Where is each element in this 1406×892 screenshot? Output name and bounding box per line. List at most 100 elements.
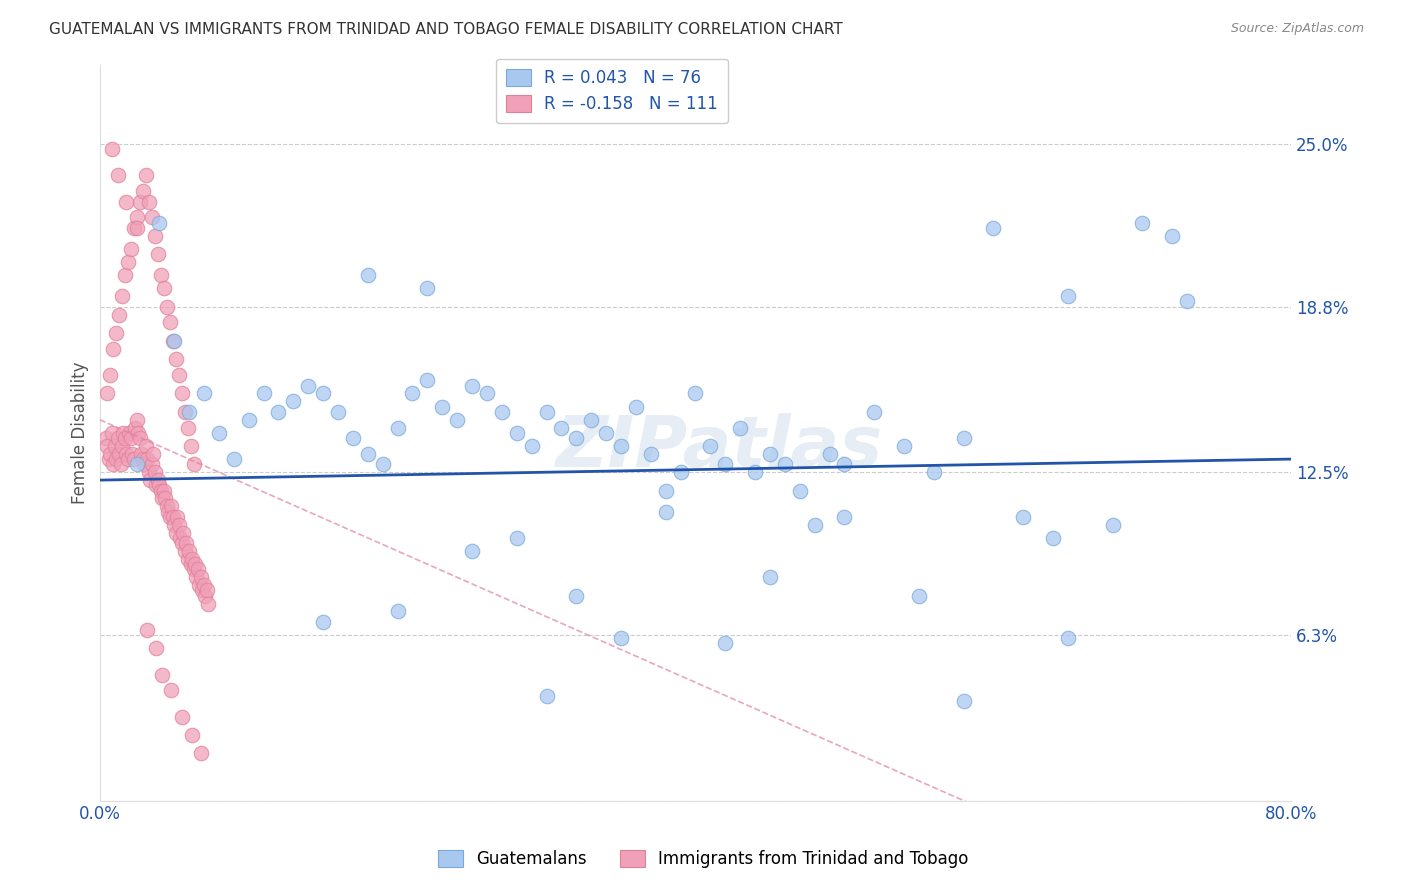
Point bbox=[172, 525, 194, 540]
Point bbox=[138, 194, 160, 209]
Text: Source: ZipAtlas.com: Source: ZipAtlas.com bbox=[1230, 22, 1364, 36]
Point bbox=[610, 631, 633, 645]
Point bbox=[125, 220, 148, 235]
Point bbox=[170, 536, 193, 550]
Point bbox=[124, 420, 146, 434]
Point bbox=[177, 405, 200, 419]
Point bbox=[170, 709, 193, 723]
Point bbox=[669, 465, 692, 479]
Point bbox=[581, 412, 603, 426]
Point bbox=[122, 220, 145, 235]
Point bbox=[506, 425, 529, 440]
Point bbox=[96, 439, 118, 453]
Y-axis label: Female Disability: Female Disability bbox=[72, 361, 89, 504]
Point bbox=[506, 531, 529, 545]
Point bbox=[208, 425, 231, 440]
Point bbox=[166, 509, 188, 524]
Point bbox=[150, 667, 173, 681]
Point bbox=[176, 552, 198, 566]
Point bbox=[190, 570, 212, 584]
Point bbox=[446, 412, 468, 426]
Point bbox=[536, 405, 558, 419]
Point bbox=[125, 211, 148, 225]
Legend: Guatemalans, Immigrants from Trinidad and Tobago: Guatemalans, Immigrants from Trinidad an… bbox=[430, 843, 976, 875]
Point bbox=[170, 386, 193, 401]
Point bbox=[118, 425, 141, 440]
Point bbox=[115, 447, 138, 461]
Point bbox=[110, 458, 132, 472]
Point bbox=[149, 268, 172, 282]
Point bbox=[183, 458, 205, 472]
Point bbox=[145, 641, 167, 656]
Point bbox=[159, 316, 181, 330]
Point bbox=[1130, 216, 1153, 230]
Point bbox=[98, 447, 121, 461]
Point bbox=[952, 694, 974, 708]
Point bbox=[127, 425, 149, 440]
Point bbox=[120, 242, 142, 256]
Point bbox=[187, 562, 209, 576]
Point bbox=[128, 431, 150, 445]
Point bbox=[98, 368, 121, 382]
Point bbox=[107, 169, 129, 183]
Point bbox=[536, 689, 558, 703]
Point bbox=[342, 431, 364, 445]
Text: GUATEMALAN VS IMMIGRANTS FROM TRINIDAD AND TOBAGO FEMALE DISABILITY CORRELATION : GUATEMALAN VS IMMIGRANTS FROM TRINIDAD A… bbox=[49, 22, 844, 37]
Point bbox=[94, 431, 117, 445]
Point bbox=[789, 483, 811, 498]
Point bbox=[190, 747, 212, 761]
Point bbox=[728, 420, 751, 434]
Point bbox=[117, 255, 139, 269]
Point bbox=[181, 728, 204, 742]
Text: ZIPatlas: ZIPatlas bbox=[555, 413, 883, 482]
Point bbox=[149, 483, 172, 498]
Point bbox=[96, 386, 118, 401]
Point bbox=[818, 447, 841, 461]
Point bbox=[115, 194, 138, 209]
Point bbox=[100, 142, 122, 156]
Point bbox=[146, 247, 169, 261]
Point bbox=[922, 465, 945, 479]
Point bbox=[174, 536, 197, 550]
Point bbox=[1042, 531, 1064, 545]
Point bbox=[157, 505, 180, 519]
Point bbox=[163, 517, 186, 532]
Point bbox=[165, 525, 187, 540]
Point bbox=[153, 491, 176, 506]
Point bbox=[163, 334, 186, 348]
Point bbox=[176, 420, 198, 434]
Point bbox=[125, 412, 148, 426]
Point bbox=[156, 300, 179, 314]
Point bbox=[152, 281, 174, 295]
Point bbox=[893, 439, 915, 453]
Point bbox=[141, 458, 163, 472]
Point bbox=[1101, 517, 1123, 532]
Point bbox=[1012, 509, 1035, 524]
Point bbox=[1057, 289, 1080, 303]
Point bbox=[297, 378, 319, 392]
Point bbox=[654, 483, 676, 498]
Point bbox=[143, 228, 166, 243]
Point bbox=[1175, 294, 1198, 309]
Point bbox=[132, 452, 155, 467]
Point bbox=[128, 194, 150, 209]
Point bbox=[183, 562, 205, 576]
Point bbox=[160, 500, 183, 514]
Point bbox=[150, 491, 173, 506]
Point bbox=[595, 425, 617, 440]
Point bbox=[193, 386, 215, 401]
Point bbox=[834, 458, 856, 472]
Point bbox=[186, 570, 208, 584]
Point bbox=[125, 458, 148, 472]
Point bbox=[744, 465, 766, 479]
Point bbox=[142, 447, 165, 461]
Point bbox=[177, 544, 200, 558]
Point bbox=[114, 431, 136, 445]
Point bbox=[416, 281, 439, 295]
Point bbox=[983, 220, 1005, 235]
Point bbox=[131, 447, 153, 461]
Point bbox=[143, 465, 166, 479]
Point bbox=[112, 425, 135, 440]
Point bbox=[908, 589, 931, 603]
Point bbox=[184, 557, 207, 571]
